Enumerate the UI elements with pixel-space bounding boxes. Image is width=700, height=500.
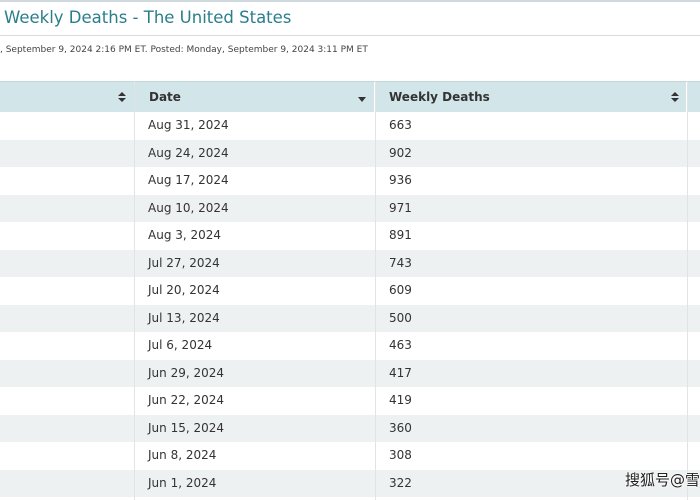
table-row: Aug 31, 2024 663: [0, 112, 700, 140]
weekly-deaths-cell: 417: [389, 365, 412, 380]
update-timestamp: , September 9, 2024 2:16 PM ET. Posted: …: [0, 45, 368, 55]
weekly-deaths-cell: 463: [389, 338, 412, 352]
column-header-state[interactable]: [0, 82, 135, 112]
column-header-label: Weekly Deaths: [389, 90, 490, 104]
table-row: Jun 1, 2024 322: [0, 469, 700, 497]
weekly-deaths-cell: 360: [389, 420, 412, 435]
table-row: Aug 10, 2024 971: [0, 194, 700, 222]
column-divider: [687, 81, 688, 500]
date-cell: Aug 3, 2024: [148, 228, 222, 242]
weekly-deaths-cell: 902: [389, 145, 412, 160]
date-cell: Jun 8, 2024: [148, 448, 217, 462]
sort-icon[interactable]: [671, 92, 679, 103]
weekly-deaths-cell: 743: [389, 255, 412, 270]
date-cell: Jun 29, 2024: [148, 365, 225, 380]
column-header-label: Date: [149, 90, 181, 104]
watermark: 搜狐号@雪: [624, 471, 700, 489]
table-row: Aug 3, 2024 891: [0, 222, 700, 250]
weekly-deaths-cell: 500: [389, 310, 412, 325]
table-row: Jul 27, 2024 743: [0, 249, 700, 277]
weekly-deaths-cell: 663: [389, 118, 412, 132]
page-title: Weekly Deaths - The United States: [4, 8, 292, 27]
date-cell: Aug 17, 2024: [148, 173, 229, 187]
date-cell: Jul 6, 2024: [148, 338, 213, 352]
date-cell: Jun 1, 2024: [148, 475, 217, 490]
date-cell: Jun 22, 2024: [148, 393, 225, 407]
weekly-deaths-cell: 419: [389, 393, 412, 407]
table-row: Aug 17, 2024 936: [0, 167, 700, 195]
table-row: Aug 24, 2024 902: [0, 139, 700, 167]
table-row: Jun 15, 2024 360: [0, 414, 700, 442]
column-header-date[interactable]: Date: [135, 82, 375, 112]
table-row: Jun 29, 2024 417: [0, 359, 700, 387]
weekly-deaths-cell: 322: [389, 475, 412, 490]
date-cell: Jul 27, 2024: [148, 255, 220, 270]
date-cell: Aug 31, 2024: [148, 118, 229, 132]
table-header: Date Weekly Deaths: [0, 81, 700, 112]
table-row: Jul 13, 2024 500: [0, 304, 700, 332]
table-body: Aug 31, 2024 663 Aug 24, 2024 902 Aug 17, 20…: [0, 112, 700, 497]
date-cell: Aug 24, 2024: [148, 145, 229, 160]
table-row: Jul 20, 2024 609: [0, 277, 700, 305]
title-bar: Weekly Deaths - The United States: [0, 0, 700, 36]
table-row: Jun 22, 2024 419: [0, 387, 700, 415]
table-row: Jun 8, 2024 308: [0, 442, 700, 470]
date-cell: Jul 13, 2024: [148, 310, 220, 325]
date-cell: Jun 15, 2024: [148, 420, 225, 435]
weekly-deaths-cell: 936: [389, 173, 412, 187]
sort-descending-icon[interactable]: [358, 97, 366, 102]
weekly-deaths-cell: 971: [389, 200, 412, 215]
weekly-deaths-table: Date Weekly Deaths Aug 31, 2024 663 Aug 24…: [0, 81, 700, 500]
table-row: Jul 6, 2024 463: [0, 332, 700, 360]
sort-icon[interactable]: [118, 92, 126, 103]
column-header-next[interactable]: [687, 82, 700, 112]
column-divider: [375, 81, 376, 500]
column-divider: [134, 81, 135, 500]
weekly-deaths-cell: 609: [389, 283, 412, 297]
date-cell: Aug 10, 2024: [148, 200, 229, 215]
column-header-weekly-deaths[interactable]: Weekly Deaths: [375, 82, 687, 112]
date-cell: Jul 20, 2024: [148, 283, 220, 297]
weekly-deaths-cell: 308: [389, 448, 412, 462]
weekly-deaths-cell: 891: [389, 228, 412, 242]
